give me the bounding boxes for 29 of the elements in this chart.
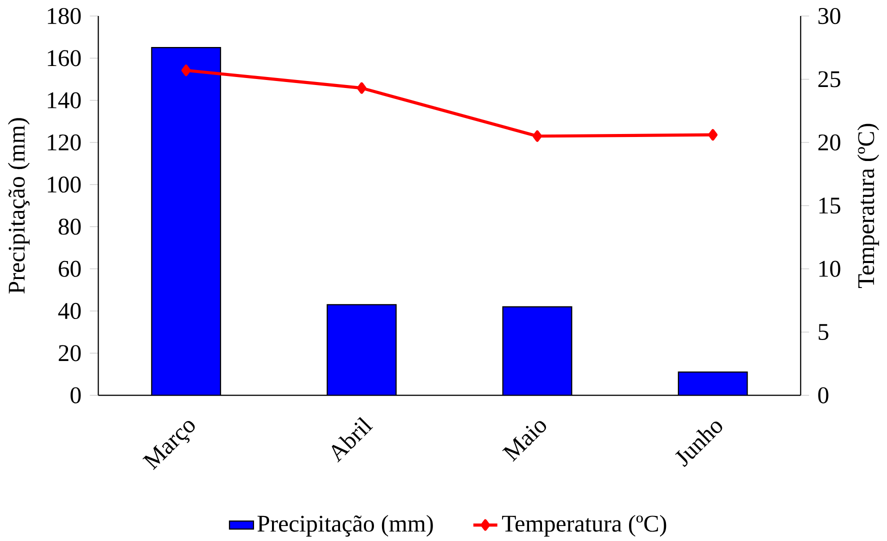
y2-tick-label: 25	[818, 71, 840, 88]
y2-tick-label: 0	[818, 387, 828, 404]
point	[532, 130, 542, 142]
y-tick-label: 40	[58, 303, 81, 320]
y-tick-label: 0	[70, 387, 81, 404]
y-tick-label: 180	[48, 8, 81, 24]
bar	[678, 372, 748, 396]
y-tick-label: 120	[48, 134, 81, 151]
y-tick-label: 20	[58, 345, 81, 362]
y2-tick-label: 5	[818, 324, 828, 340]
y-tick-label: 60	[58, 260, 81, 278]
y2-tick-label: 15	[819, 198, 840, 214]
bar	[502, 306, 572, 396]
legend-label: Temperatura (ºC)	[502, 515, 666, 537]
bar	[327, 304, 396, 396]
y2-tick-label: 10	[819, 260, 840, 278]
y-tick-label: 160	[48, 50, 81, 66]
point	[356, 82, 366, 94]
y-tick-label: 100	[48, 176, 81, 193]
legend-label: Precipitação (mm)	[258, 515, 433, 537]
y-tick-label: 80	[58, 218, 81, 235]
bar	[152, 48, 221, 396]
point	[708, 129, 718, 141]
y-tick-label: 140	[48, 92, 81, 108]
y-axis-title: Precipitação (mm)	[8, 118, 30, 294]
y2-tick-label: 20	[818, 134, 840, 151]
point	[181, 64, 191, 76]
y2-tick-label: 30	[818, 8, 840, 24]
y2-axis-title: Temperatura (ºC)	[857, 124, 880, 288]
